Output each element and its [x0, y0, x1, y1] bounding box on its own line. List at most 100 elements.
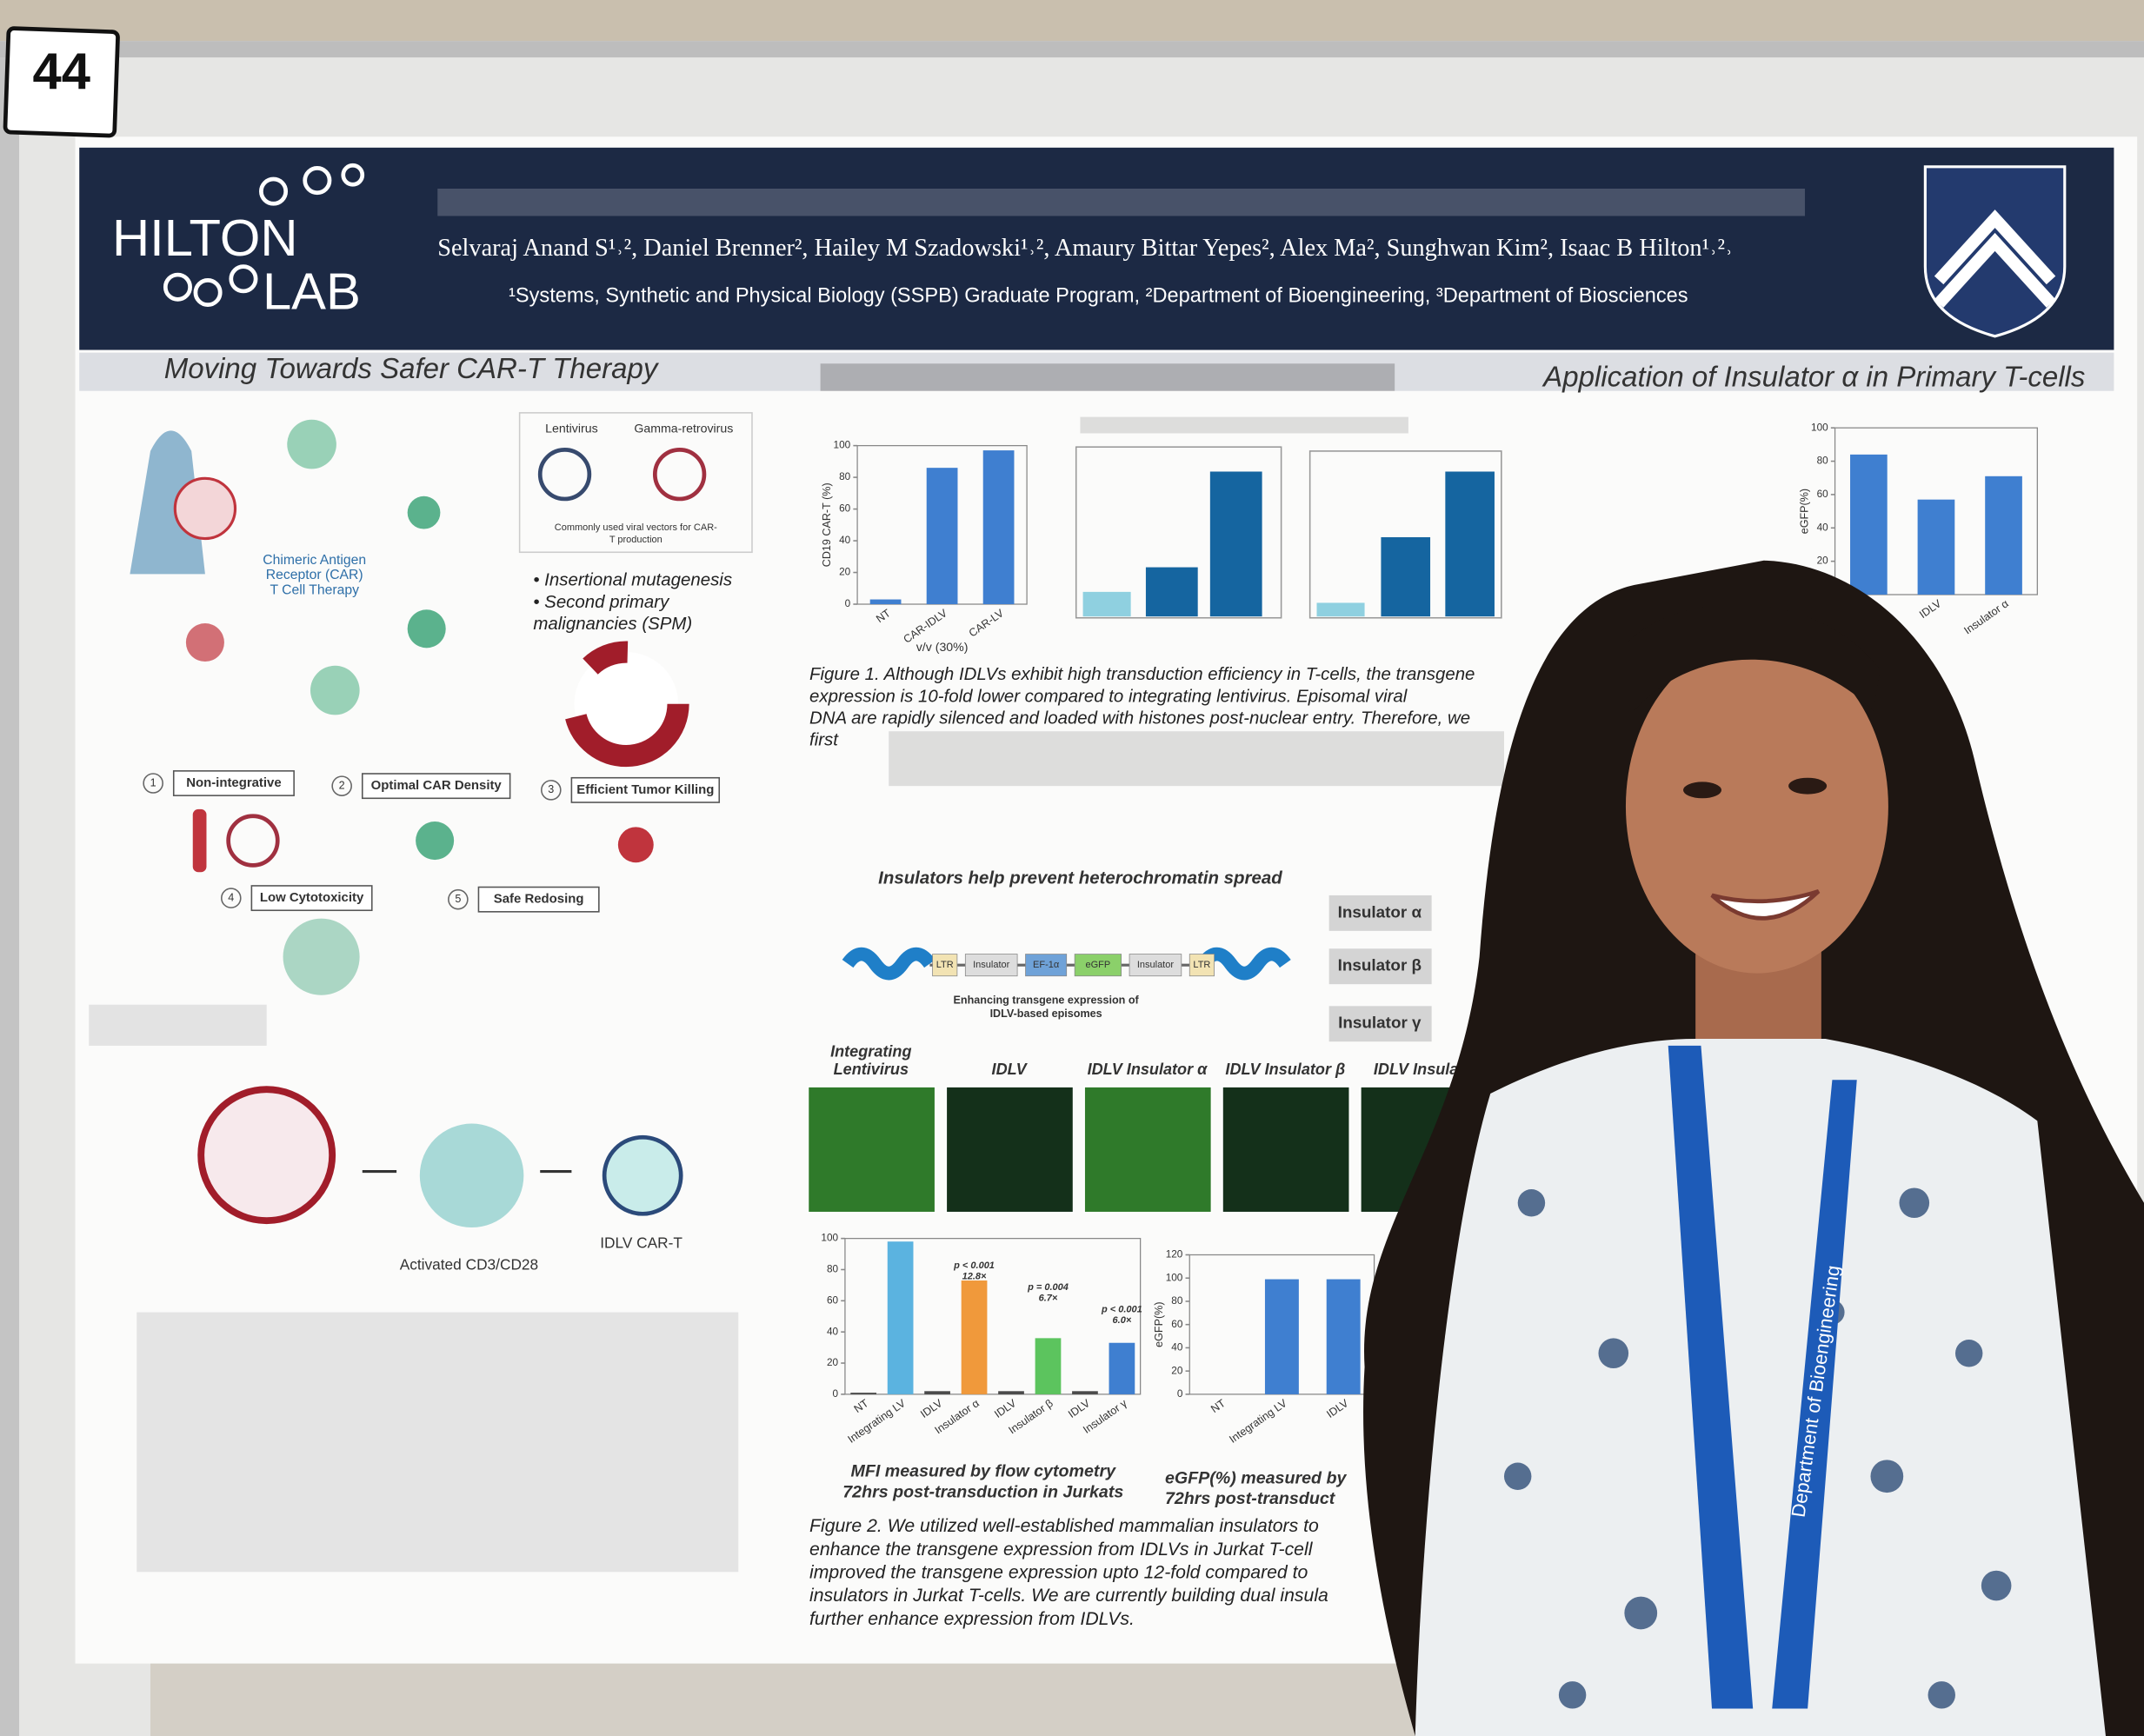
bar — [887, 1241, 914, 1394]
smile — [1710, 888, 1821, 921]
construct-label: Insulator — [973, 960, 1010, 970]
middle-chart-placeholders — [1075, 446, 1502, 619]
blurred-text — [889, 731, 1504, 787]
chart-caption: eGFP(%) measured by — [1165, 1469, 1348, 1488]
goal-label: Optimal CAR Density — [371, 778, 503, 793]
eye — [1788, 777, 1828, 795]
bar — [982, 450, 1015, 605]
figure-caption: further enhance expression from IDLVs. — [809, 1609, 1135, 1629]
annotation: 6.0× — [1113, 1315, 1132, 1326]
construct-part — [964, 954, 1018, 977]
blurred-title — [437, 188, 1805, 216]
logo-text: LAB — [263, 262, 361, 320]
risk-text: • Second primary — [533, 592, 670, 612]
bar — [1072, 1391, 1098, 1394]
goal-number: 5 — [455, 893, 461, 905]
bar — [1035, 1338, 1062, 1394]
insulator-option: Insulator β — [1338, 956, 1422, 974]
vector-label: Gamma-retrovirus — [634, 421, 733, 435]
bar — [850, 1393, 877, 1394]
chart-caption: MFI measured by flow cytometry — [851, 1462, 1117, 1481]
y-tick-label: 40 — [1171, 1342, 1183, 1354]
workflow-label: IDLV CAR-T — [600, 1234, 682, 1251]
goal-label: Safe Redosing — [494, 892, 584, 907]
section-bar — [79, 352, 2114, 391]
goal-number: 4 — [228, 891, 234, 903]
diagram-title: Insulators help prevent heterochromatin … — [878, 868, 1282, 888]
y-tick-label: 0 — [845, 598, 851, 609]
y-tick-label: 100 — [834, 440, 851, 451]
y-tick-label: 40 — [839, 535, 851, 546]
y-tick-label: 20 — [827, 1357, 839, 1368]
board-frame — [0, 41, 2144, 58]
badge-number: 44 — [33, 42, 90, 100]
bar — [961, 1280, 988, 1394]
logo-molecules — [163, 163, 365, 308]
y-tick-label: 80 — [1171, 1295, 1183, 1307]
goal-number: 3 — [548, 783, 554, 795]
vector-caption: Commonly used viral vectors for CAR- — [555, 522, 717, 533]
blurred-text — [1080, 416, 1408, 434]
illustrations — [89, 419, 739, 1573]
shirt — [1415, 1039, 2106, 1736]
y-tick-label: 40 — [1817, 522, 1829, 533]
construct-note: IDLV-based episomes — [990, 1008, 1102, 1020]
figure-caption: insulators in Jurkat T-cells. We are cur… — [809, 1586, 1328, 1606]
plot-frame — [1834, 427, 2038, 595]
badge — [3, 26, 120, 138]
y-tick-label: 20 — [839, 567, 851, 578]
construct-label: EF-1α — [1033, 960, 1060, 970]
diagram-title: Receptor (CAR) — [266, 568, 363, 582]
annotation: 12.8× — [962, 1272, 987, 1282]
goal-box — [570, 776, 721, 803]
logo-text: HILTON — [112, 209, 298, 267]
chart-caption: 72hrs post-transduction in Jurkats — [842, 1482, 1123, 1501]
construct-part — [932, 954, 958, 977]
figure-caption: Figure 2. We utilized well-established m… — [809, 1516, 1319, 1536]
bar — [1917, 499, 1955, 595]
annotation: p < 0.001 — [1101, 1304, 1142, 1314]
figure-caption: enhance the transgene expression from ID… — [809, 1540, 1314, 1560]
y-tick-label: 60 — [839, 503, 851, 515]
goal-number-circle — [541, 780, 562, 801]
bar — [1264, 1279, 1299, 1394]
section-title: Moving Towards Safer CAR-T Therapy — [164, 352, 660, 384]
x-axis-label: v/v (30%) — [916, 640, 969, 654]
y-tick-label: 80 — [827, 1264, 839, 1275]
construct-note: Enhancing transgene expression of — [954, 994, 1140, 1006]
annotation: 6.7× — [1039, 1294, 1058, 1304]
goal-label: Low Cytotoxicity — [260, 890, 364, 905]
bar — [926, 468, 958, 605]
person: Department of Bioengineering — [1363, 560, 2144, 1736]
poster-header — [79, 147, 2114, 350]
wall-top — [0, 0, 2144, 42]
goal-number: 1 — [150, 776, 156, 788]
y-tick-label: 80 — [1817, 456, 1829, 467]
goal-number-circle — [448, 888, 469, 910]
insulator-option: Insulator α — [1338, 902, 1422, 921]
diagram-title: Chimeric Antigen — [263, 553, 366, 568]
y-tick-label: 60 — [1171, 1319, 1183, 1330]
figure-caption: improved the transgene expression upto 1… — [809, 1562, 1308, 1582]
goal-number-circle — [331, 775, 352, 796]
chart-caption: 72hrs post-transduct — [1165, 1489, 1336, 1508]
board-bottom — [150, 1663, 1422, 1736]
bar — [1109, 1342, 1135, 1394]
image-label: Lentivirus — [834, 1061, 909, 1078]
figure-caption: expression is 10-fold lower compared to … — [809, 686, 1408, 706]
construct-label: LTR — [936, 960, 954, 970]
lanyard — [1772, 1080, 1857, 1709]
y-tick-label: 60 — [1817, 489, 1829, 500]
y-axis-label: eGFP(%) — [1798, 489, 1810, 534]
authors: Selvaraj Anand S¹˒², Daniel Brenner², Ha… — [437, 235, 1733, 262]
annotation: p = 0.004 — [1027, 1282, 1069, 1293]
construct-label: eGFP — [1086, 960, 1111, 970]
goal-label: Non-integrative — [186, 775, 281, 790]
goal-label: Efficient Tumor Killing — [576, 782, 714, 797]
image-label: Integrating — [830, 1043, 911, 1061]
microscopy-image — [807, 1086, 936, 1214]
figure-caption: Figure 1. Although IDLVs exhibit high tr… — [809, 664, 1475, 684]
vector-label: Lentivirus — [545, 421, 598, 435]
